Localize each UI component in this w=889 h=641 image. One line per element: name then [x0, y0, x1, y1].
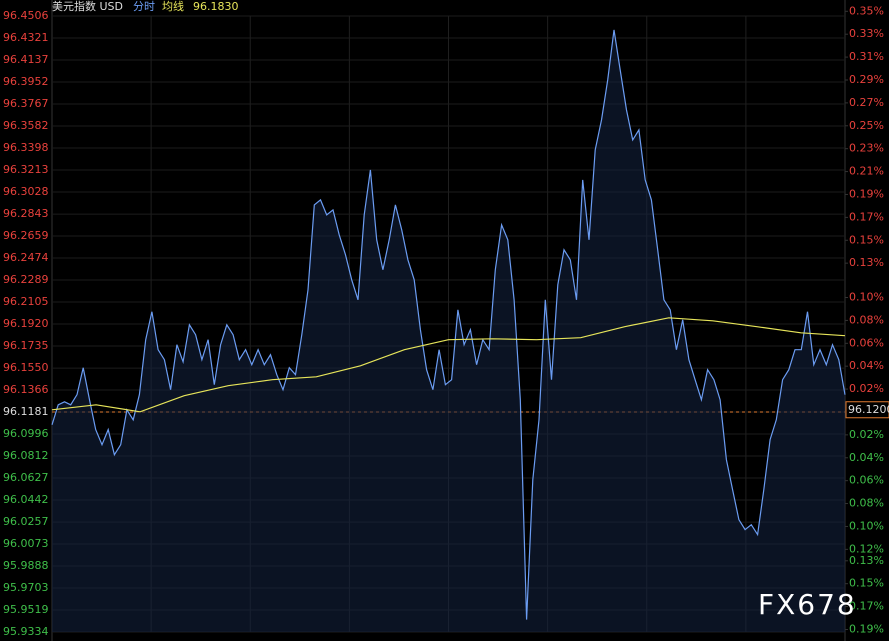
y-tick-label: 96.1550 — [3, 361, 49, 374]
y-tick-label: 96.3952 — [3, 75, 49, 88]
y2-tick-label: 0.10% — [849, 519, 884, 532]
y2-tick-label: 0.21% — [849, 165, 884, 178]
y2-tick-label: 0.31% — [849, 50, 884, 63]
y-tick-label: 96.4506 — [3, 9, 49, 22]
y2-tick-label: 0.04% — [849, 451, 884, 464]
watermark: FX678 — [758, 588, 857, 621]
y-tick-label: 96.2105 — [3, 295, 49, 308]
y2-tick-label: 0.04% — [849, 359, 884, 372]
y-tick-label: 96.3213 — [3, 163, 49, 176]
y2-tick-label: 0.13% — [849, 256, 884, 269]
ma-label: 均线 — [162, 0, 184, 13]
y-tick-label: 96.0073 — [3, 537, 49, 550]
y2-tick-label: 0.29% — [849, 73, 884, 86]
y-tick-label: 96.1366 — [3, 383, 49, 396]
price-line — [51, 29, 846, 620]
y-tick-label: 95.9703 — [3, 581, 49, 594]
average-line — [51, 317, 846, 413]
y-tick-label: 96.0812 — [3, 449, 49, 462]
y2-tick-label: 0.15% — [849, 577, 884, 590]
last-price-label: 96.1200 — [848, 403, 889, 416]
y-tick-label: 96.1181 — [3, 405, 49, 418]
y2-tick-label: 0.08% — [849, 313, 884, 326]
y-tick-label: 96.2474 — [3, 251, 49, 264]
y-tick-label: 96.1735 — [3, 339, 49, 352]
y-tick-label: 96.0257 — [3, 515, 49, 528]
y2-tick-label: 0.08% — [849, 497, 884, 510]
y-tick-label: 96.0996 — [3, 427, 49, 440]
y2-tick-label: 0.02% — [849, 428, 884, 441]
y2-tick-label: 0.33% — [849, 27, 884, 40]
y2-tick-label: 0.06% — [849, 474, 884, 487]
ma-value: 96.1830 — [193, 0, 239, 13]
y2-tick-label: 0.17% — [849, 210, 884, 223]
y-tick-label: 96.4137 — [3, 53, 49, 66]
y-tick-label: 96.3028 — [3, 185, 49, 198]
y-tick-label: 95.9519 — [3, 603, 49, 616]
y-tick-label: 96.1920 — [3, 317, 49, 330]
y2-tick-label: 0.15% — [849, 233, 884, 246]
y2-tick-label: 0.23% — [849, 142, 884, 155]
y2-tick-label: 0.13% — [849, 554, 884, 567]
y-tick-label: 95.9334 — [3, 625, 49, 638]
y2-tick-label: 0.27% — [849, 96, 884, 109]
y-tick-label: 96.3398 — [3, 141, 49, 154]
mode-label: 分时 — [133, 0, 155, 13]
y-tick-label: 96.2289 — [3, 273, 49, 286]
y2-tick-label: 0.17% — [849, 600, 884, 613]
y-tick-label: 96.3582 — [3, 119, 49, 132]
y-tick-label: 96.2843 — [3, 207, 49, 220]
y-tick-label: 96.2659 — [3, 229, 49, 242]
price-area — [52, 29, 845, 632]
y-tick-label: 96.0442 — [3, 493, 49, 506]
y2-tick-label: 0.06% — [849, 336, 884, 349]
y2-tick-label: 0.10% — [849, 290, 884, 303]
y-tick-label: 96.0627 — [3, 471, 49, 484]
y2-tick-label: 0.19% — [849, 622, 884, 635]
y-tick-label: 95.9888 — [3, 559, 49, 572]
y-tick-label: 96.4321 — [3, 31, 49, 44]
instrument-name: 美元指数 USD — [52, 0, 123, 13]
last-price-box — [845, 401, 889, 419]
y2-tick-label: 0.25% — [849, 119, 884, 132]
y2-tick-label: 0.35% — [849, 4, 884, 17]
y2-tick-label: 0.02% — [849, 382, 884, 395]
y2-tick-label: 0.19% — [849, 187, 884, 200]
y-tick-label: 96.3767 — [3, 97, 49, 110]
y2-tick-label: 0.12% — [849, 542, 884, 555]
